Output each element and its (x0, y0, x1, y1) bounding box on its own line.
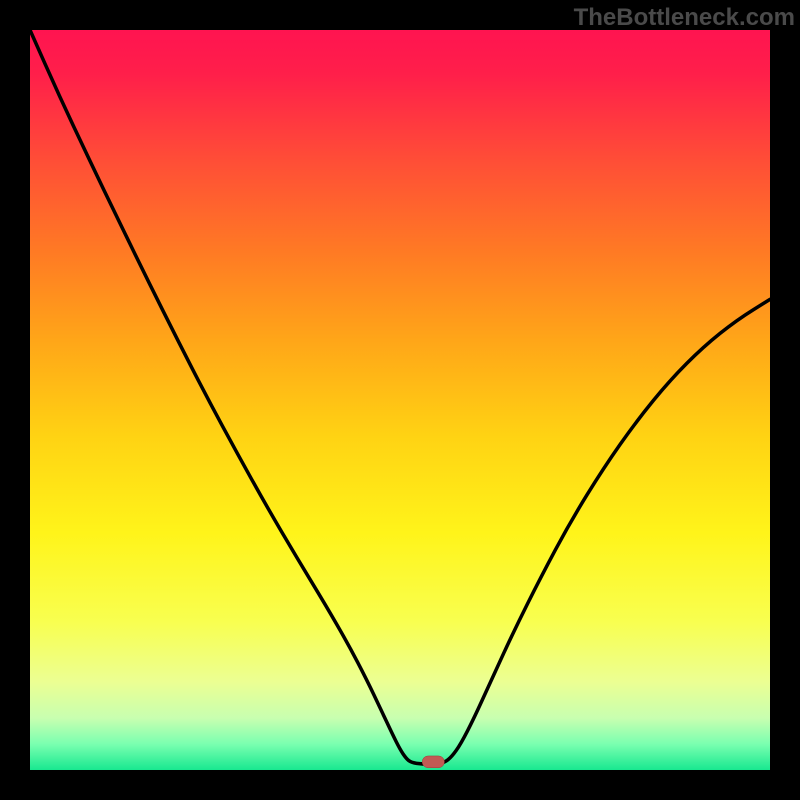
plot-area (30, 30, 770, 770)
bottleneck-curve (30, 30, 770, 764)
watermark-text: TheBottleneck.com (574, 4, 795, 32)
optimal-marker (422, 756, 444, 768)
chart-svg (30, 30, 770, 770)
